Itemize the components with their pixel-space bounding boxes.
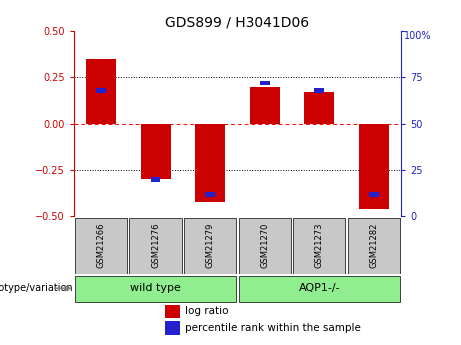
Bar	[195, 124, 225, 201]
Bar	[165, 305, 180, 318]
Bar	[184, 218, 236, 274]
Bar	[75, 276, 236, 302]
Text: GSM21270: GSM21270	[260, 223, 269, 268]
Bar	[348, 218, 400, 274]
Text: genotype/variation: genotype/variation	[0, 283, 73, 293]
Text: GSM21273: GSM21273	[315, 223, 324, 268]
Bar	[238, 218, 291, 274]
Text: 100%: 100%	[404, 31, 432, 41]
Text: GSM21266: GSM21266	[96, 223, 106, 268]
Bar	[359, 124, 389, 209]
Bar	[151, 177, 160, 182]
Bar	[304, 92, 334, 124]
Bar	[260, 81, 270, 85]
Bar	[86, 59, 116, 124]
Text: GSM21276: GSM21276	[151, 223, 160, 268]
Bar	[141, 124, 171, 179]
Bar	[96, 88, 106, 93]
Bar	[369, 192, 378, 197]
Bar	[293, 218, 345, 274]
Text: AQP1-/-: AQP1-/-	[298, 283, 340, 293]
Text: wild type: wild type	[130, 283, 181, 293]
Text: GSM21282: GSM21282	[369, 223, 378, 268]
Bar	[314, 88, 324, 93]
Text: GSM21279: GSM21279	[206, 223, 215, 268]
Bar	[238, 276, 400, 302]
Bar	[75, 218, 127, 274]
Bar	[165, 322, 180, 335]
Title: GDS899 / H3041D06: GDS899 / H3041D06	[165, 16, 309, 30]
Bar	[130, 218, 182, 274]
Text: percentile rank within the sample: percentile rank within the sample	[185, 323, 361, 333]
Text: log ratio: log ratio	[185, 306, 229, 316]
Bar	[250, 87, 280, 124]
Bar	[205, 192, 215, 197]
